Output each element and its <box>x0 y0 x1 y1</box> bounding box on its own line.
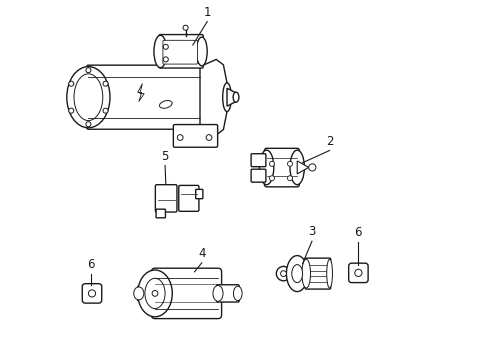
Ellipse shape <box>74 74 103 121</box>
Circle shape <box>69 81 74 86</box>
Text: 6: 6 <box>354 226 362 239</box>
Circle shape <box>281 271 286 276</box>
Ellipse shape <box>145 278 165 309</box>
FancyBboxPatch shape <box>151 268 221 319</box>
Ellipse shape <box>327 259 333 288</box>
FancyBboxPatch shape <box>173 125 218 147</box>
Ellipse shape <box>276 266 291 281</box>
Circle shape <box>69 108 74 113</box>
Circle shape <box>103 81 108 86</box>
Polygon shape <box>297 161 309 174</box>
Circle shape <box>88 290 96 297</box>
FancyBboxPatch shape <box>217 285 239 302</box>
Ellipse shape <box>159 100 172 108</box>
Ellipse shape <box>154 35 167 68</box>
FancyBboxPatch shape <box>251 169 266 182</box>
Polygon shape <box>200 59 227 135</box>
Circle shape <box>86 122 91 127</box>
Circle shape <box>86 68 91 73</box>
FancyBboxPatch shape <box>87 65 201 129</box>
Ellipse shape <box>259 150 274 185</box>
Ellipse shape <box>67 67 110 128</box>
Ellipse shape <box>138 270 172 317</box>
Text: 4: 4 <box>198 247 205 260</box>
Circle shape <box>288 161 293 166</box>
Ellipse shape <box>196 37 207 66</box>
Circle shape <box>163 44 169 49</box>
Circle shape <box>309 164 316 171</box>
FancyBboxPatch shape <box>179 185 199 211</box>
Circle shape <box>177 135 183 140</box>
Ellipse shape <box>290 150 304 185</box>
FancyBboxPatch shape <box>138 286 157 301</box>
FancyBboxPatch shape <box>251 154 266 167</box>
Circle shape <box>270 176 274 181</box>
Ellipse shape <box>286 256 308 292</box>
FancyBboxPatch shape <box>305 258 331 289</box>
Text: 3: 3 <box>308 225 316 238</box>
Text: 1: 1 <box>203 6 211 19</box>
Ellipse shape <box>233 286 242 301</box>
FancyBboxPatch shape <box>163 40 197 64</box>
Ellipse shape <box>222 83 231 112</box>
FancyBboxPatch shape <box>265 148 299 187</box>
Circle shape <box>355 269 362 276</box>
FancyBboxPatch shape <box>156 209 166 218</box>
Text: 2: 2 <box>326 135 333 148</box>
Text: 5: 5 <box>161 150 169 163</box>
FancyBboxPatch shape <box>196 189 203 199</box>
FancyBboxPatch shape <box>349 263 368 283</box>
Circle shape <box>288 176 293 181</box>
Ellipse shape <box>233 92 239 102</box>
FancyBboxPatch shape <box>82 284 102 303</box>
Text: 6: 6 <box>88 258 95 271</box>
Circle shape <box>270 161 274 166</box>
Circle shape <box>163 57 169 62</box>
Ellipse shape <box>292 265 303 283</box>
FancyBboxPatch shape <box>155 185 177 212</box>
Ellipse shape <box>302 259 311 288</box>
Ellipse shape <box>213 285 223 301</box>
Ellipse shape <box>134 287 144 300</box>
Circle shape <box>183 25 188 30</box>
Circle shape <box>103 108 108 113</box>
FancyBboxPatch shape <box>159 35 203 68</box>
Circle shape <box>152 291 158 296</box>
Polygon shape <box>227 88 236 106</box>
Circle shape <box>206 135 212 140</box>
